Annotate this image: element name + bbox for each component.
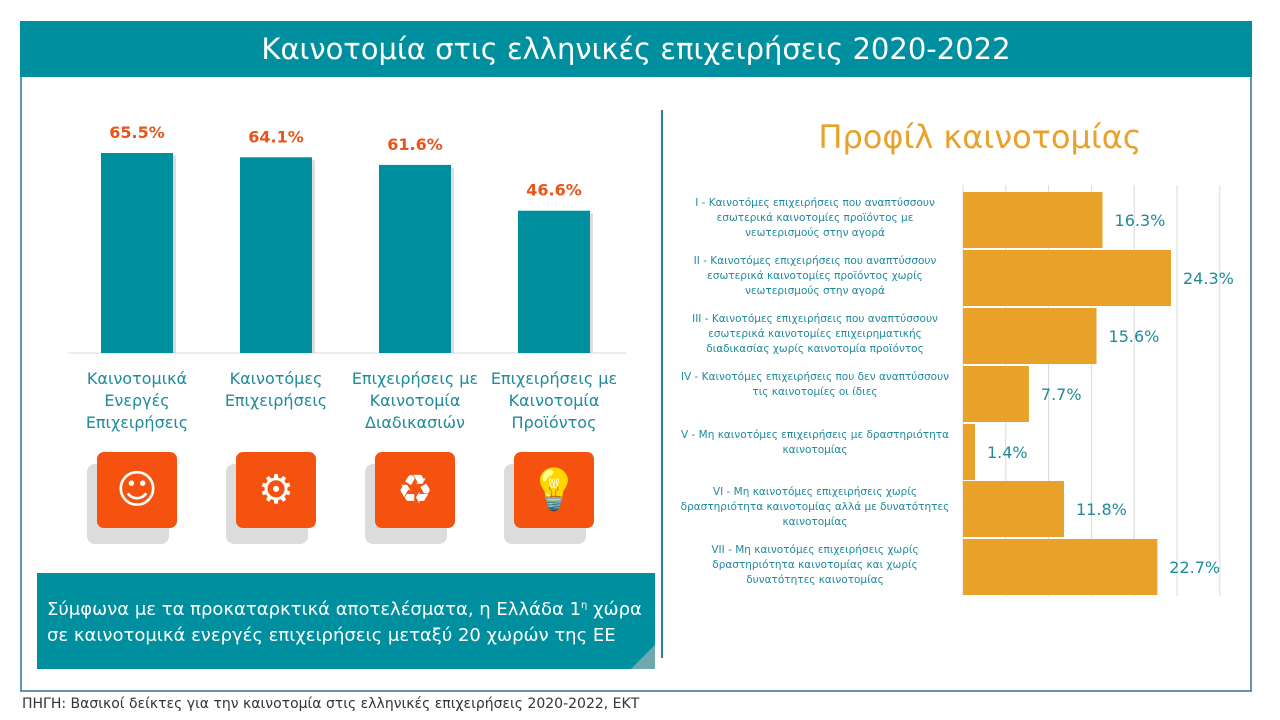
note-box: Σύμφωνα με τα προκαταρκτικά αποτελέσματα… <box>37 573 655 669</box>
bar-2 <box>240 157 312 353</box>
bar-value-label: 65.5% <box>109 123 165 142</box>
category-label: Επιχειρήσεις με Καινοτομία Διαδικασιών <box>351 369 479 432</box>
profile-category-label: III - Καινοτόμες επιχειρήσεις που αναπτύ… <box>692 313 938 355</box>
profile-value-label: 24.3% <box>1183 269 1234 288</box>
gear-search-icon: ⚙ <box>226 452 316 544</box>
bar-value-label: 61.6% <box>387 135 443 154</box>
profile-category-label: V - Μη καινοτόμες επιχειρήσεις με δραστη… <box>681 429 949 456</box>
profile-bar-3 <box>963 308 1097 364</box>
bar-3 <box>379 164 451 353</box>
profile-bar-1 <box>963 192 1103 248</box>
divider <box>661 110 663 658</box>
profile-category-label: I - Καινοτόμες επιχειρήσεις που αναπτύσσ… <box>695 197 935 239</box>
profile-bar-7 <box>963 539 1158 595</box>
profile-value-label: 16.3% <box>1115 211 1166 230</box>
profile-bar-6 <box>963 481 1065 537</box>
profile-category-label: II - Καινοτόμες επιχειρήσεις που αναπτύσ… <box>693 255 937 297</box>
profile-bar-4 <box>963 366 1029 422</box>
category-label: Καινοτομικά Ενεργές Επιχειρήσεις <box>85 369 189 432</box>
slide-frame <box>20 21 1252 692</box>
page-title: Καινοτομία στις ελληνικές επιχειρήσεις 2… <box>20 21 1252 77</box>
process-cycle-icon: ♻ <box>365 452 455 544</box>
profile-value-label: 1.4% <box>987 443 1028 462</box>
bar-value-label: 46.6% <box>526 181 582 200</box>
category-label: Επιχειρήσεις με Καινοτομία Προϊόντος <box>490 369 618 432</box>
lightbulb-box-icon: 💡 <box>504 452 594 544</box>
profile-bar-2 <box>963 250 1171 306</box>
profile-category-label: VI - Μη καινοτόμες επιχειρήσεις χωρίς δρ… <box>680 486 950 528</box>
profile-value-label: 7.7% <box>1041 385 1082 404</box>
profile-value-label: 11.8% <box>1076 500 1127 519</box>
profile-category-label: IV - Καινοτόμες επιχειρήσεις που δεν ανα… <box>680 371 950 398</box>
source-text: ΠΗΓΗ: Βασικοί δείκτες για την καινοτομία… <box>22 696 640 712</box>
note-sup: η <box>581 600 588 611</box>
profile-category-label: VII - Μη καινοτόμες επιχειρήσεις χωρίς δ… <box>711 544 919 586</box>
note-text-a: Σύμφωνα με τα προκαταρκτικά αποτελέσματα… <box>47 599 582 620</box>
bar-1 <box>101 153 173 353</box>
profile-bar-5 <box>963 424 975 480</box>
bar-value-label: 64.1% <box>248 127 304 146</box>
right-chart-title: Προφίλ καινοτομίας <box>818 118 1142 156</box>
category-label: Καινοτόμες Επιχειρήσεις <box>224 369 328 410</box>
profile-value-label: 22.7% <box>1169 558 1220 577</box>
people-lightbulb-icon: ☺ <box>87 452 177 544</box>
profile-value-label: 15.6% <box>1109 327 1160 346</box>
note-fold-shadow <box>631 645 655 669</box>
note-text-b: χώρα σε καινοτομικά ενεργές επιχειρήσεις… <box>47 599 642 646</box>
bar-4 <box>518 210 590 353</box>
